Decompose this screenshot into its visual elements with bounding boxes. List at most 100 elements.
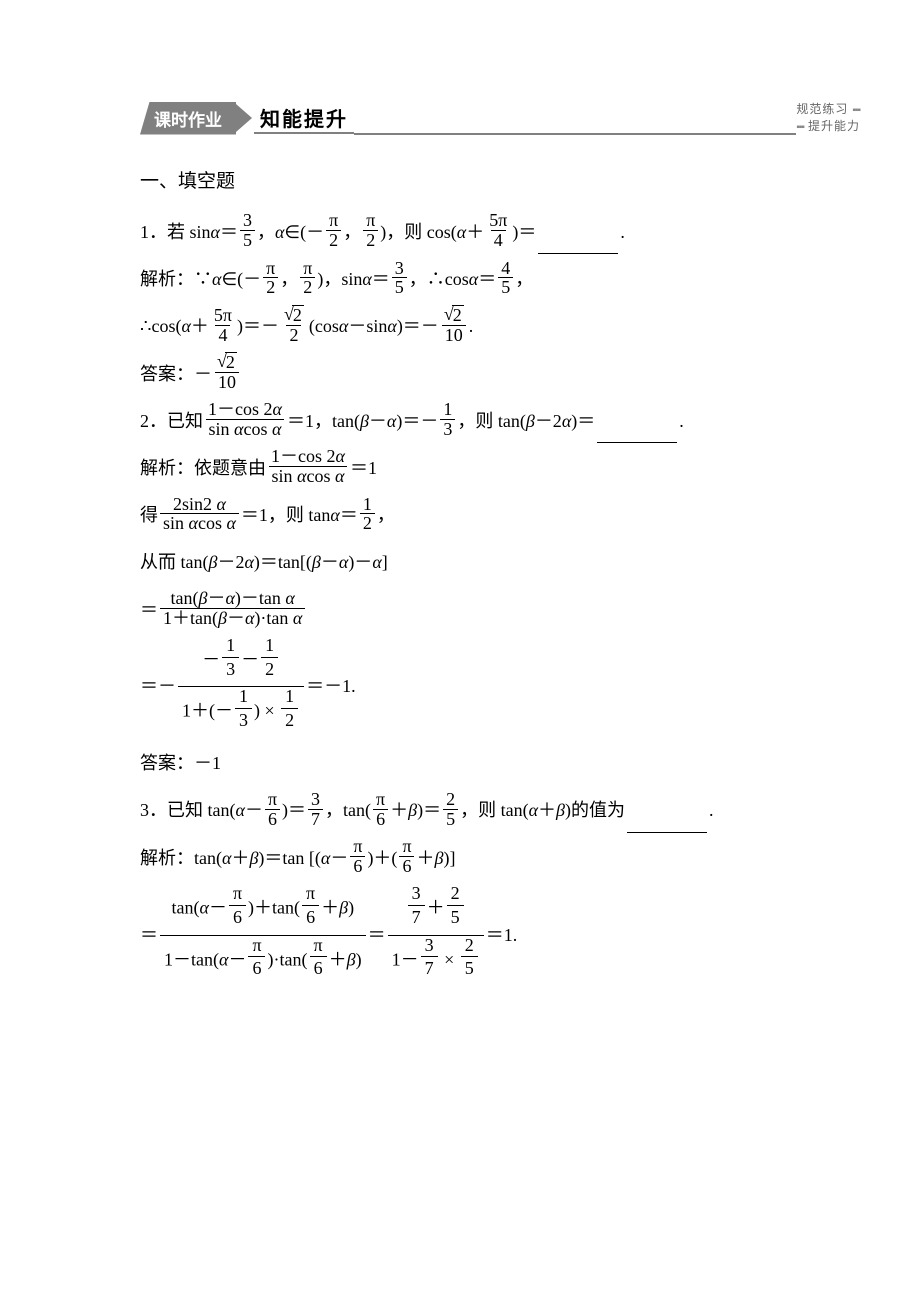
q2-a: α (387, 400, 396, 443)
q1s2-mid: )＝－ (237, 305, 279, 348)
q3-f4: 25 (443, 790, 458, 829)
q1-alpha: α (211, 211, 220, 254)
q2-eq3: )＝ (571, 400, 595, 443)
header-right-left: 规范练习 (796, 102, 848, 116)
header-bar: 课时作业 知能提升 规范练习 ▪▪▪▪▪▪ 提升能力 (140, 100, 860, 136)
q1s2-plus: ＋ (191, 305, 209, 348)
q3-blank (627, 830, 707, 833)
q2s4-eq: ＝ (140, 589, 158, 632)
q2s3-pre: 从而 tan( (140, 541, 208, 584)
q1s2-pre: ∴cos( (140, 305, 181, 348)
page: 课时作业 知能提升 规范练习 ▪▪▪▪▪▪ 提升能力 一、填空题 1．若 sin… (0, 0, 920, 1030)
q2-p: . (679, 400, 684, 443)
q2-f2: 13 (440, 400, 455, 439)
q3-f2: 37 (308, 790, 323, 829)
q3s-label: 解析：tan( (140, 837, 222, 880)
q3s2-eq: ＝ (140, 914, 158, 957)
q2s-eq: ＝1 (350, 447, 377, 490)
q3s2-end: ＝1. (486, 914, 518, 957)
section-title: 一、填空题 (140, 166, 860, 193)
q3-f1: π6 (265, 790, 280, 829)
q3s2-eq2: ＝ (368, 914, 386, 957)
q1s-eq: ＝ (372, 258, 390, 301)
q2-f1: 1－cos 2α sin αcos α (205, 400, 285, 439)
q1s-a: α (212, 258, 221, 301)
q2-pre: 2．已知 (140, 400, 203, 443)
header-rule (354, 133, 796, 135)
q1s-close: )，sin (317, 258, 362, 301)
q3-f3: π6 (373, 790, 388, 829)
q3-pre: 3．已知 tan( (140, 789, 235, 832)
q1s2-f6: 22 (281, 305, 307, 345)
q2s5-eq: ＝－ (140, 665, 176, 708)
q3-line: 3．已知 tan( α － π6 )＝ 37 ，tan( π6 ＋ β )＝ 2… (140, 789, 860, 832)
q1s-comma: ， (515, 258, 533, 301)
q1-sol-l2: ∴cos( α ＋ 5π4 )＝－ 22 (cos α －sin α )＝－ 2… (140, 305, 860, 348)
q2-m2: －2 (535, 400, 562, 443)
q1-ans: 答案：－ 210 (140, 353, 860, 396)
q2s2-f3: 12 (360, 495, 375, 534)
q2s4-f: tan(β－α)－tan α 1＋tan(β－α)·tan α (160, 589, 305, 628)
q1s-a2: α (362, 258, 371, 301)
q2s-f1: 1－cos 2α sin αcos α (268, 447, 348, 486)
q1s-in: ∈(－ (221, 258, 261, 301)
q1s2-mid2: (cos (309, 305, 339, 348)
q1-f2: π2 (326, 211, 341, 250)
q2s-l3: 从而 tan( β －2 α )＝tan[( β － α )－ α ] (140, 541, 860, 584)
q3s2-bigfrac-r: 37＋25 1－37 × 25 (388, 884, 484, 987)
q1-line: 1．若 sin α ＝ 35 ， α ∈(－ π2 ， π2 )，则 cos( … (140, 211, 860, 254)
q1s-eq2: ＝ (478, 258, 496, 301)
q2-then: ，则 tan( (457, 400, 525, 443)
q1s-f2: π2 (300, 259, 315, 298)
q1-c2: ， (343, 211, 361, 254)
q2-eq2: )＝－ (396, 400, 438, 443)
q1s-f4: 45 (498, 259, 513, 298)
q1s-f3: 35 (392, 259, 407, 298)
q1-in: ∈(－ (284, 211, 324, 254)
q2s2-f: 2sin2 α sin αcos α (160, 495, 239, 534)
q1s2-a2: α (339, 305, 348, 348)
q2-m: － (369, 400, 387, 443)
q2s2-mid: ＝1，则 tan (241, 494, 331, 537)
q1a-label: 答案：－ (140, 353, 212, 396)
q1-period: . (620, 211, 625, 254)
q2-eq1: ＝1，tan( (287, 400, 360, 443)
q2s2-c: ， (377, 494, 395, 537)
q1-sol-l1: 解析：∵ α ∈(－ π2 ， π2 )，sin α ＝ 35 ，∴cos α … (140, 258, 860, 301)
q2s-label: 解析：依题意由 (140, 447, 266, 490)
header-tab-1: 课时作业 (140, 102, 236, 135)
q2-ans: 答案：－1 (140, 742, 860, 785)
q1s2-f7: 210 (441, 305, 467, 345)
q1-c1: ， (257, 211, 275, 254)
header-right-right: 提升能力 (808, 119, 860, 133)
q1-close2: )＝ (512, 211, 536, 254)
q3s-l1: 解析：tan( α ＋ β )＝tan [( α － π6 )＋( π6 ＋ β… (140, 837, 860, 880)
q1s-so: ，∴cos (409, 258, 469, 301)
q1-f4: 5π4 (486, 211, 510, 250)
q1s-a3: α (469, 258, 478, 301)
q1-close: )，则 cos( (380, 211, 456, 254)
q2a-label: 答案：－1 (140, 742, 221, 785)
q1-blank (538, 251, 618, 254)
q1s-f1: π2 (263, 259, 278, 298)
q1s2-a: α (181, 305, 190, 348)
q2s2-eq: ＝ (340, 494, 358, 537)
header-arrow-icon (236, 104, 252, 132)
q1-eq: ＝ (220, 211, 238, 254)
q1s2-min: －sin (348, 305, 387, 348)
q2s5-bigfrac: －13－12 1＋(－13) × 12 (178, 636, 304, 739)
q1-frac1: 35 (240, 211, 255, 250)
q2s-l4: ＝ tan(β－α)－tan α 1＋tan(β－α)·tan α (140, 589, 860, 632)
q1-a2: α (275, 211, 284, 254)
q1s2-end: )＝－ (397, 305, 439, 348)
q3s-f2: π6 (399, 837, 414, 876)
header-tab-2: 知能提升 (254, 103, 354, 134)
q2s5-end: ＝－1. (306, 665, 356, 708)
q3s-f1: π6 (350, 837, 365, 876)
q1-plus: ＋ (466, 211, 484, 254)
q3s2-bigfrac-l: tan(α－π6)＋tan(π6＋β) 1－tan(α－π6)·tan(π6＋β… (160, 884, 366, 987)
q1-prefix: 1．若 sin (140, 211, 211, 254)
header-right: 规范练习 ▪▪▪▪▪▪ 提升能力 (796, 100, 860, 136)
q3s-l2: ＝ tan(α－π6)＋tan(π6＋β) 1－tan(α－π6)·tan(π6… (140, 884, 860, 987)
q1a-f: 210 (214, 352, 240, 392)
